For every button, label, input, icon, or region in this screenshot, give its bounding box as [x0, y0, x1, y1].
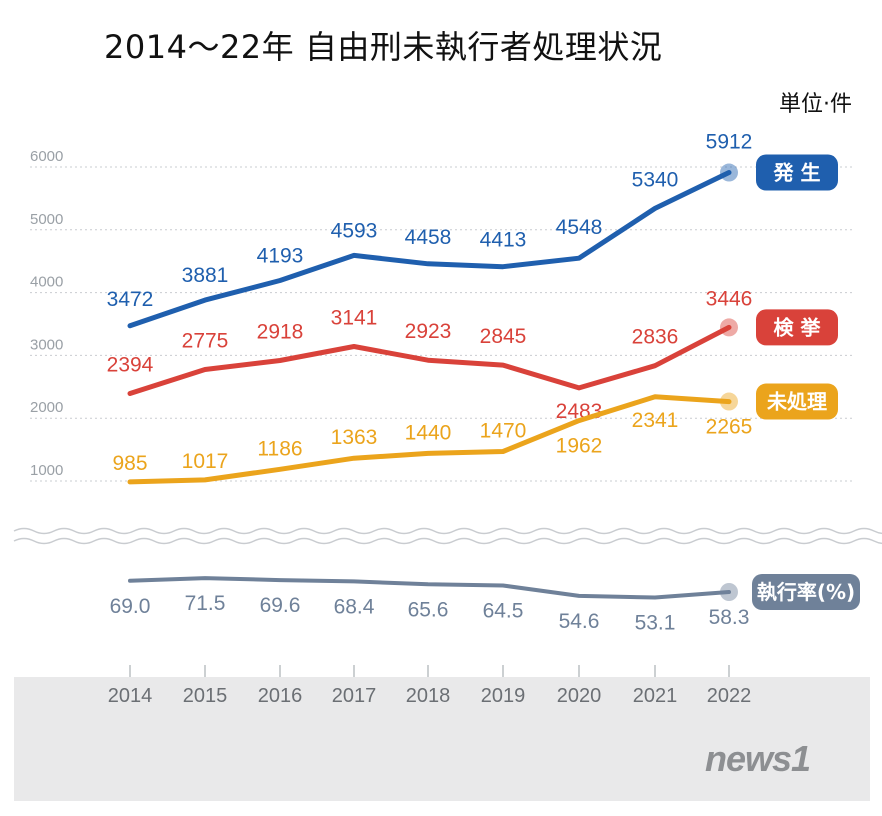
- x-tick-label: 2015: [183, 685, 228, 707]
- data-label: 2265: [706, 416, 753, 439]
- x-axis-band: [14, 677, 870, 801]
- series-end-marker: [720, 392, 738, 411]
- data-label: 3446: [706, 287, 753, 310]
- y-tick-label: 3000: [30, 336, 63, 353]
- rate-data-label: 53.1: [635, 611, 676, 634]
- data-label: 4548: [556, 216, 603, 239]
- data-label: 1440: [405, 421, 452, 444]
- y-tick-label: 2000: [30, 399, 63, 416]
- data-label: 2845: [480, 325, 527, 348]
- x-tick-label: 2022: [707, 685, 752, 707]
- data-label: 3881: [182, 264, 229, 287]
- rate-series-badge-label: 執行率(%): [757, 580, 855, 604]
- series-badge-label: 検 挙: [774, 315, 822, 339]
- x-tick-label: 2021: [633, 685, 678, 707]
- data-label: 1017: [182, 450, 229, 473]
- data-label: 2394: [107, 353, 154, 376]
- data-label: 4593: [331, 219, 378, 242]
- news1-logo: news1: [705, 738, 811, 779]
- rate-data-label: 64.5: [483, 599, 524, 622]
- x-tick-label: 2016: [258, 685, 303, 707]
- chart-title: 2014～22年 自由刑未執行者処理状況: [104, 28, 663, 66]
- x-tick-label: 2018: [406, 685, 451, 707]
- data-label: 1470: [480, 419, 527, 442]
- series-badge: [756, 383, 838, 420]
- rate-series-badge: [752, 574, 860, 610]
- axis-break-line: [13, 527, 882, 535]
- rate-data-label: 58.3: [709, 606, 750, 629]
- x-tick-label: 2017: [332, 685, 377, 707]
- data-label: 2836: [632, 326, 679, 349]
- data-label: 5912: [706, 131, 753, 154]
- x-tick-label: 2014: [108, 685, 153, 707]
- rate-data-label: 71.5: [185, 592, 226, 615]
- rate-data-label: 69.6: [260, 594, 301, 617]
- y-tick-label: 5000: [30, 211, 63, 228]
- data-label: 3141: [331, 307, 378, 330]
- series-line: [127, 170, 732, 329]
- data-label: 2923: [405, 320, 452, 343]
- x-tick-label: 2020: [557, 685, 602, 707]
- rate-series-line: [128, 576, 731, 600]
- series-badge-label: 未処理: [767, 390, 827, 414]
- y-tick-label: 1000: [30, 462, 63, 479]
- series-badge-label: 発 生: [773, 161, 821, 185]
- series-line: [127, 324, 732, 396]
- rate-data-label: 65.6: [408, 598, 449, 621]
- data-label: 4458: [405, 226, 452, 249]
- data-label: 985: [112, 452, 147, 475]
- series-badge: [756, 154, 838, 191]
- x-tick-label: 2019: [481, 685, 526, 707]
- y-tick-label: 4000: [30, 274, 63, 291]
- data-label: 5340: [632, 168, 679, 191]
- rate-data-label: 68.4: [334, 595, 375, 618]
- y-tick-label: 6000: [30, 148, 63, 165]
- data-label: 2918: [257, 321, 304, 344]
- rate-data-label: 54.6: [559, 610, 600, 633]
- series-end-marker: [720, 318, 738, 337]
- series-end-marker: [720, 163, 738, 182]
- data-label: 2775: [182, 330, 229, 353]
- series-line: [127, 394, 732, 485]
- rate-series-end-marker: [720, 583, 738, 601]
- data-label: 1363: [331, 426, 378, 449]
- axis-break-line: [13, 537, 882, 545]
- data-label: 3472: [107, 288, 154, 311]
- rate-data-label: 69.0: [110, 595, 151, 618]
- unit-label: 単位·件: [779, 92, 852, 117]
- series-badge: [756, 309, 838, 346]
- data-label: 1186: [257, 437, 302, 460]
- data-label: 2341: [632, 409, 679, 432]
- data-label: 4413: [480, 229, 527, 252]
- data-label: 1962: [556, 435, 603, 458]
- data-label: 4193: [257, 244, 304, 267]
